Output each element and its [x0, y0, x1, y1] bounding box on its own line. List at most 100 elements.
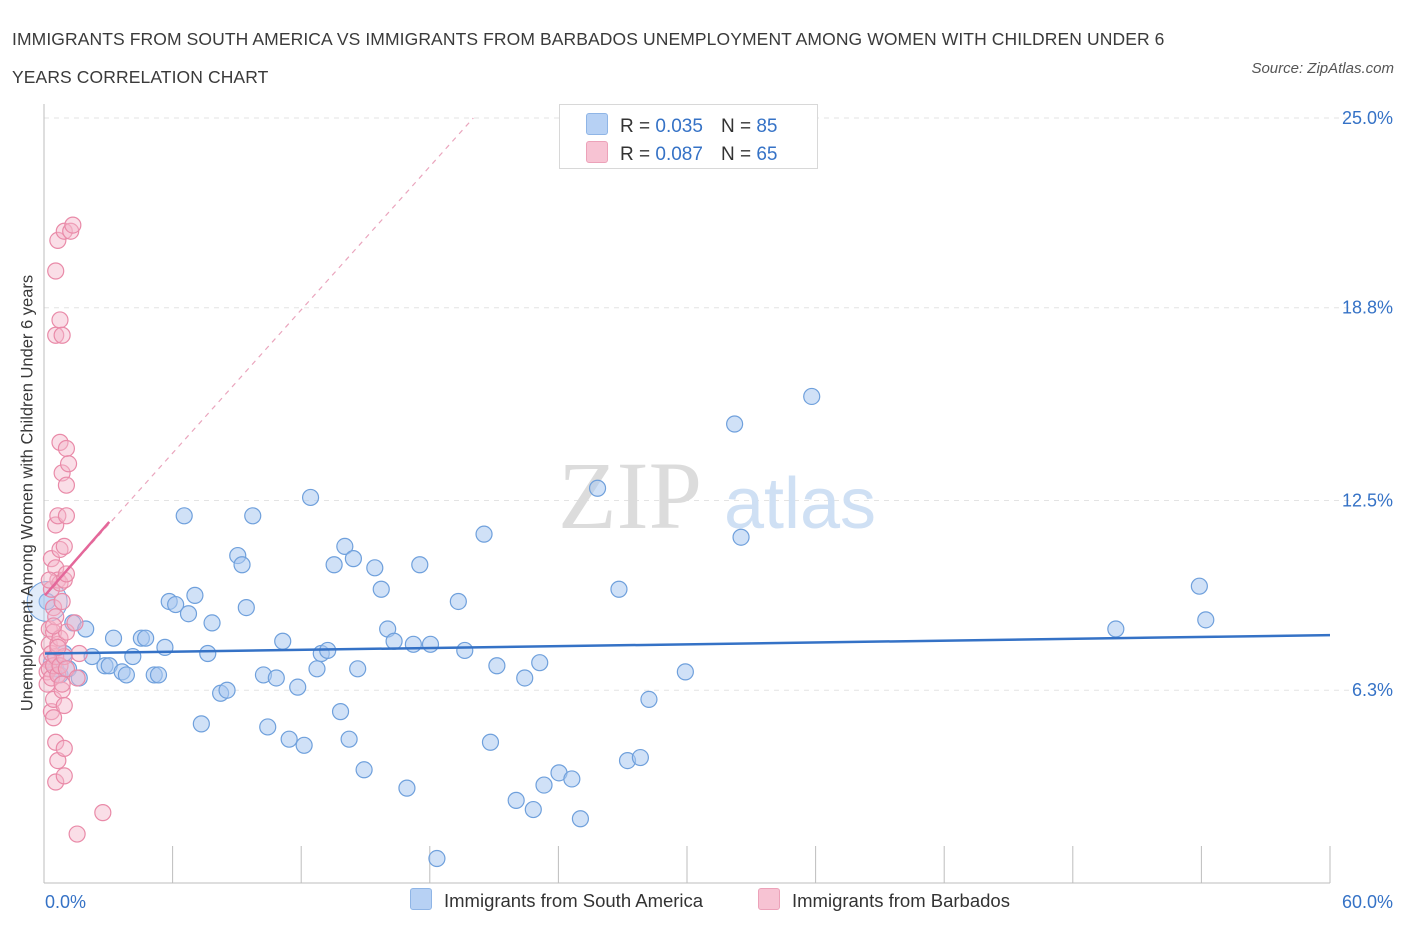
data-point-barbados	[53, 592, 71, 611]
data-point-south-america	[218, 681, 236, 699]
data-point-south-america	[295, 736, 313, 754]
data-point-south-america	[726, 415, 744, 433]
legend-label-barbados: Immigrants from Barbados	[792, 890, 1010, 911]
data-point-south-america	[175, 507, 193, 525]
data-point-barbados	[55, 696, 73, 715]
data-point-barbados	[94, 804, 112, 822]
data-point-south-america	[732, 528, 750, 546]
data-point-south-america	[355, 761, 373, 779]
data-point-south-america	[516, 669, 534, 687]
data-point-south-america	[274, 632, 292, 650]
data-point-barbados	[68, 669, 86, 687]
data-point-south-america	[404, 635, 422, 653]
data-point-barbados	[47, 733, 65, 751]
data-point-south-america	[428, 849, 446, 868]
data-point-barbados	[44, 690, 63, 709]
y-tick-label: 18.8%	[1342, 298, 1393, 318]
data-point-south-america	[289, 678, 307, 696]
data-point-south-america	[411, 556, 429, 574]
data-point-barbados	[42, 550, 61, 568]
data-point-south-america	[149, 666, 168, 684]
y-tick-label: 6.3%	[1352, 680, 1393, 700]
legend-n-value: 85	[756, 116, 778, 137]
data-point-south-america	[259, 718, 277, 736]
data-point-south-america	[456, 641, 474, 660]
legend-r-label: R =	[620, 144, 651, 165]
data-point-south-america	[488, 657, 506, 675]
trend-line-south-america	[44, 633, 1331, 655]
data-point-south-america	[331, 703, 350, 721]
data-point-south-america	[640, 690, 658, 709]
trend-lines	[44, 117, 1331, 655]
watermark-atlas: atlas	[724, 464, 876, 544]
data-point-south-america	[233, 556, 251, 574]
data-point-south-america	[535, 776, 553, 794]
series-south-america-points	[26, 387, 1215, 868]
data-point-barbados	[64, 216, 82, 234]
legend-n-label: N =	[720, 116, 752, 137]
source-credit: Source: ZipAtlas.com	[1251, 60, 1394, 77]
y-tick-label: 12.5%	[1342, 491, 1393, 511]
watermark-zip: ZIP	[558, 442, 702, 549]
data-point-south-america	[531, 654, 549, 672]
data-point-south-america	[449, 592, 467, 611]
legend-n-value: 65	[756, 144, 778, 165]
data-point-barbados	[55, 739, 73, 757]
data-point-south-america	[507, 791, 525, 809]
data-point-south-america	[803, 387, 821, 406]
y-tick-label: 25.0%	[1342, 108, 1393, 128]
data-point-south-america	[325, 556, 343, 574]
data-point-barbados	[53, 675, 71, 693]
data-point-barbados	[55, 537, 73, 556]
data-point-south-america	[267, 669, 285, 687]
data-point-south-america	[481, 733, 500, 751]
data-point-south-america	[244, 507, 262, 525]
x-tick-label: 60.0%	[1342, 892, 1393, 912]
chart-title: IMMIGRANTS FROM SOUTH AMERICA VS IMMIGRA…	[12, 29, 1165, 87]
legend-swatch-pink	[586, 141, 608, 163]
legend-swatch-blue	[586, 113, 608, 135]
tick-labels: 6.3% 12.5% 18.8% 25.0% 0.0% 60.0%	[45, 108, 1393, 912]
data-point-barbados	[59, 455, 78, 473]
data-point-south-america	[336, 537, 354, 556]
data-point-barbados	[44, 617, 63, 635]
data-point-south-america	[421, 635, 440, 653]
data-point-barbados	[55, 767, 73, 785]
data-point-south-america	[676, 663, 694, 681]
data-point-south-america	[563, 770, 581, 788]
data-point-barbados	[47, 773, 65, 791]
data-point-barbados	[66, 614, 84, 632]
data-point-south-america	[340, 730, 358, 748]
data-point-south-america	[631, 748, 649, 767]
legend-r-label: R =	[620, 116, 651, 137]
data-point-barbados	[53, 326, 71, 344]
data-point-south-america	[308, 660, 326, 678]
data-point-south-america	[475, 525, 493, 543]
x-tick-label: 0.0%	[45, 892, 86, 912]
data-point-south-america	[1197, 611, 1215, 629]
watermark: ZIP atlas	[558, 442, 876, 549]
legend-r-value: 0.087	[655, 144, 703, 165]
data-point-south-america	[1190, 577, 1208, 595]
data-point-south-america	[104, 629, 123, 647]
data-point-south-america	[179, 605, 198, 623]
legend-item-south-america[interactable]: Immigrants from South America	[410, 888, 703, 912]
data-point-barbados	[51, 433, 69, 451]
data-point-barbados	[49, 638, 67, 656]
data-point-barbados	[49, 231, 67, 249]
data-point-south-america	[237, 598, 255, 617]
legend-item-barbados[interactable]: Immigrants from Barbados	[758, 888, 1010, 912]
legend-row-barbados: R = 0.087 N = 65	[586, 141, 777, 165]
data-point-south-america	[77, 620, 95, 638]
data-point-south-america	[385, 632, 403, 650]
data-point-barbados	[57, 507, 76, 525]
data-point-south-america	[344, 550, 362, 568]
legend-n-label: N =	[720, 144, 752, 165]
correlation-legend: R = 0.035 N = 85 R = 0.087 N = 65	[559, 104, 818, 169]
data-point-south-america	[192, 715, 210, 733]
data-point-south-america	[1107, 620, 1125, 638]
data-point-south-america	[186, 586, 204, 604]
legend-label-south-america: Immigrants from South America	[444, 890, 704, 911]
y-axis-label: Unemployment Among Women with Children U…	[18, 274, 37, 712]
data-point-barbados	[44, 709, 63, 727]
